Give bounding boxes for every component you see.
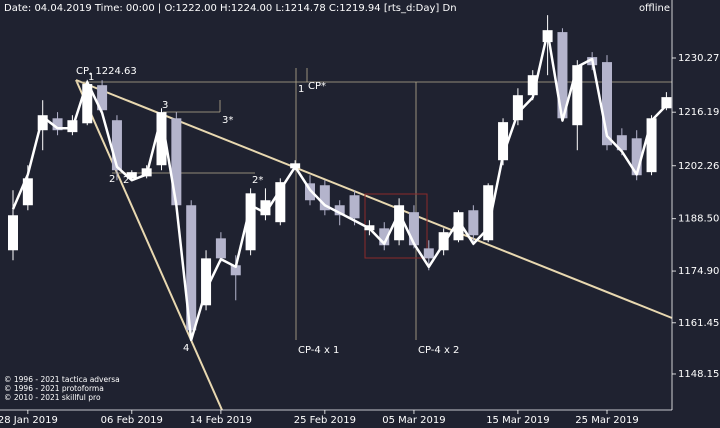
y-tick-label: 1216.19 xyxy=(678,107,719,118)
annotation: CP, 1224.63 xyxy=(76,66,137,77)
candle-body xyxy=(557,32,568,119)
candle-body xyxy=(498,122,509,161)
y-tick-label: 1148.15 xyxy=(678,369,719,380)
candle-body xyxy=(8,215,18,251)
candle-body xyxy=(245,193,256,251)
trend-line xyxy=(75,79,223,411)
candle-body xyxy=(572,65,583,126)
annotation: 3 xyxy=(162,100,168,111)
annotation: 1 xyxy=(298,84,304,95)
candle-body xyxy=(527,75,538,96)
candle-body xyxy=(156,112,167,166)
candle-body xyxy=(201,258,212,306)
y-tick-label: 1202.26 xyxy=(678,161,719,172)
candle-body xyxy=(171,118,182,206)
candle-body xyxy=(512,95,523,121)
annotation: 2 xyxy=(109,174,115,185)
annotation: 2* xyxy=(252,175,263,186)
candle-body xyxy=(394,205,405,241)
candle-body xyxy=(111,120,122,171)
annotation: CP-4 x 2 xyxy=(418,345,459,356)
indicator-line xyxy=(11,30,668,342)
candle-body xyxy=(453,212,464,241)
y-tick-label: 1188.50 xyxy=(678,214,719,225)
x-tick-label: 25 Mar 2019 xyxy=(575,415,638,426)
candle-body xyxy=(423,248,434,259)
candle-body xyxy=(305,183,315,201)
header: Date: 04.04.2019 Time: 00:00 | O:1222.00… xyxy=(4,3,457,14)
candle-body xyxy=(602,62,612,146)
y-tick-label: 1161.45 xyxy=(678,318,719,329)
y-tick-label: 1230.27 xyxy=(678,53,719,64)
candle-body xyxy=(275,182,286,223)
candle-body xyxy=(186,205,197,331)
candle-body xyxy=(349,195,360,219)
annotation: 3* xyxy=(222,115,233,126)
candle-body xyxy=(438,232,449,251)
y-tick-label: 1174.90 xyxy=(678,266,719,277)
candle-body xyxy=(52,118,63,131)
candle-body xyxy=(379,228,390,246)
footer: © 1996 - 2021 tactica adversa xyxy=(4,375,120,384)
footer: © 2010 - 2021 skillful pro xyxy=(4,393,101,402)
x-tick-label: 28 Jan 2019 xyxy=(0,415,58,426)
x-tick-label: 25 Feb 2019 xyxy=(294,415,356,426)
candle-body xyxy=(646,118,657,173)
footer: © 1996 - 2021 protoforma xyxy=(4,384,104,393)
candle-body xyxy=(631,138,642,176)
annotation: 2 xyxy=(123,175,129,186)
candle-body xyxy=(616,135,627,151)
candle-body xyxy=(483,185,494,241)
candle-body xyxy=(468,210,479,236)
candle-body xyxy=(37,115,48,131)
candle-body xyxy=(215,238,226,259)
candle-body xyxy=(408,212,419,246)
status: offline xyxy=(639,3,670,14)
candle-body xyxy=(230,265,241,276)
x-tick-label: 06 Feb 2019 xyxy=(101,415,163,426)
x-tick-label: 05 Mar 2019 xyxy=(382,415,445,426)
x-tick-label: 15 Mar 2019 xyxy=(486,415,549,426)
candle-body xyxy=(97,85,108,111)
annotation: CP* xyxy=(308,81,326,92)
candle-body xyxy=(22,178,33,206)
candle-body xyxy=(126,172,137,179)
candle-body xyxy=(661,97,672,109)
candle-body xyxy=(260,200,271,216)
annotation: 1 xyxy=(88,72,94,83)
annotation: 4 xyxy=(183,343,189,354)
candle-body xyxy=(334,205,345,216)
candle-body xyxy=(82,84,93,124)
x-tick-label: 14 Feb 2019 xyxy=(190,415,252,426)
candle-body xyxy=(319,185,330,211)
annotation: CP-4 x 1 xyxy=(298,345,339,356)
